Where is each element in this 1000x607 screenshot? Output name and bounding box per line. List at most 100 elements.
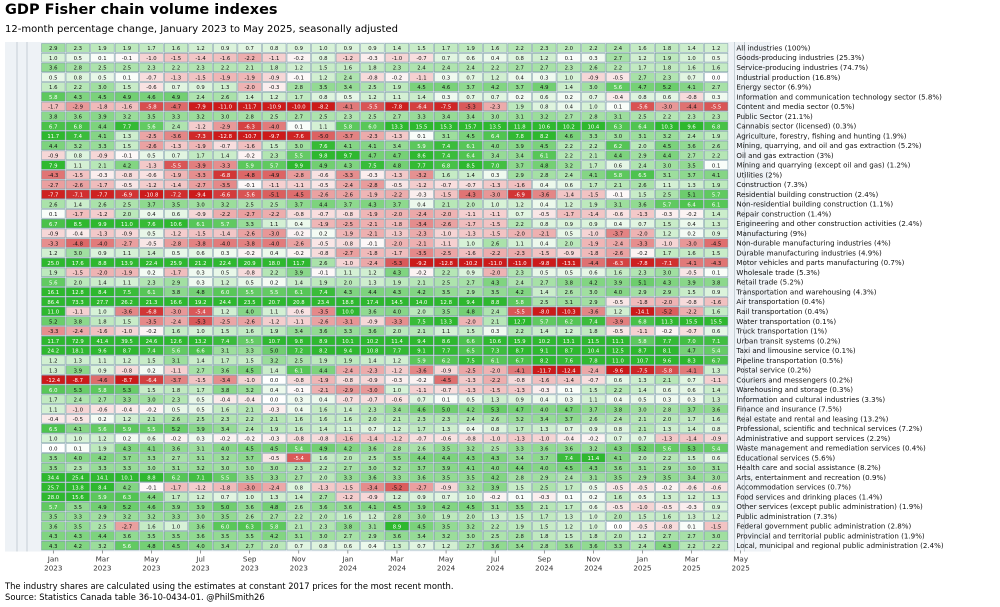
x-tick-year: 2023: [191, 564, 209, 573]
heatmap-cell: [90, 492, 115, 502]
cell-value-label: -12.4: [46, 378, 60, 384]
cell-value-label: 0.7: [466, 95, 474, 101]
cell-value-label: 2.2: [442, 271, 450, 277]
cell-value-label: 2.4: [196, 95, 205, 101]
cell-value-label: -4.1: [343, 105, 353, 111]
heatmap-cell: [483, 218, 508, 229]
heatmap-cell: [335, 453, 360, 463]
heatmap-cell: [630, 472, 655, 482]
heatmap-cell: [360, 404, 385, 414]
cell-value-label: -0.9: [269, 75, 279, 81]
x-tick-month: Nov: [292, 555, 307, 564]
heatmap-cell: [434, 170, 459, 180]
cell-value-label: -2.6: [245, 232, 256, 238]
cell-value-label: -4.4: [588, 261, 599, 267]
heatmap-cell: [335, 414, 360, 424]
heatmap-cell: [679, 365, 704, 375]
cell-value-label: 21.2: [195, 261, 207, 267]
heatmap-cell: [139, 267, 164, 277]
cell-value-label: 4.0: [540, 466, 549, 472]
cell-value-label: -0.5: [539, 212, 549, 218]
cell-value-label: 2.0: [393, 329, 402, 335]
cell-value-label: 1.5: [687, 456, 695, 462]
cell-value-label: 3.0: [712, 476, 721, 482]
heatmap-cell: [335, 82, 360, 92]
heatmap-cell: [483, 199, 508, 209]
cell-value-label: 2.6: [172, 417, 181, 423]
heatmap-cell: [65, 179, 90, 190]
heatmap-cell: [704, 453, 729, 463]
heatmap-cell: [188, 453, 213, 463]
cell-value-label: 7.4: [319, 290, 328, 296]
heatmap-cell: [65, 62, 90, 73]
heatmap-cell: [360, 316, 385, 326]
cell-value-label: -2.0: [441, 212, 452, 218]
heatmap-cell: [262, 492, 287, 502]
cell-value-label: 2.0: [466, 202, 475, 208]
heatmap-cell: [188, 297, 213, 307]
heatmap-cell: [409, 131, 434, 141]
heatmap-cell: [679, 287, 704, 297]
cell-value-label: -5.3: [465, 105, 475, 111]
heatmap-cell: [213, 482, 238, 492]
cell-value-label: 1.5: [516, 485, 524, 491]
heatmap-cell: [139, 384, 164, 395]
cell-value-label: -1.3: [637, 212, 647, 218]
cell-value-label: 4.4: [49, 144, 58, 150]
heatmap-cell: [90, 150, 115, 160]
x-tick-year: 2024: [486, 564, 505, 573]
heatmap-cell: [384, 297, 410, 307]
heatmap-cell: [237, 248, 262, 258]
cell-value-label: 0.6: [663, 388, 672, 394]
cell-value-label: 25.7: [47, 485, 59, 491]
cell-value-label: 8.1: [663, 349, 671, 355]
heatmap-cell: [213, 209, 238, 219]
heatmap-cell: [556, 404, 581, 414]
heatmap-cell: [704, 287, 729, 297]
heatmap-cell: [458, 72, 483, 82]
cell-value-label: -12.8: [218, 134, 232, 140]
heatmap-cell: [188, 345, 213, 356]
heatmap-cell: [65, 531, 90, 541]
heatmap-cell: [630, 140, 655, 151]
cell-value-label: 3.2: [663, 134, 671, 140]
cell-value-label: -2.0: [490, 271, 501, 277]
heatmap-cell: [286, 316, 311, 326]
row-label: Urban transit systems (0.2%): [736, 336, 840, 345]
heatmap-cell: [188, 257, 213, 268]
heatmap-cell: [188, 199, 213, 209]
cell-value-label: 2.2: [614, 388, 622, 394]
heatmap-cell: [335, 43, 360, 53]
cell-value-label: 1.1: [123, 280, 131, 286]
cell-value-label: 3.5: [49, 456, 57, 462]
heatmap-cell: [164, 160, 189, 170]
cell-value-label: -1.4: [686, 437, 697, 443]
heatmap-cell: [384, 209, 410, 219]
cell-value-label: 2.0: [319, 515, 328, 521]
heatmap-cell: [65, 306, 90, 317]
heatmap-cell: [704, 482, 729, 492]
cell-value-label: 0.3: [221, 251, 229, 257]
heatmap-cell: [434, 92, 459, 102]
heatmap-cell: [458, 443, 483, 453]
cell-value-label: -1.5: [588, 193, 598, 199]
cell-value-label: 3.0: [245, 466, 254, 472]
heatmap-cell: [458, 43, 483, 53]
heatmap-cell: [286, 189, 311, 199]
cell-value-label: -0.1: [245, 183, 255, 189]
cell-value-label: 3.5: [442, 310, 450, 316]
cell-value-label: 4.2: [123, 485, 131, 491]
cell-value-label: 1.5: [540, 524, 548, 530]
row-label: Information and communication technology…: [736, 92, 942, 101]
cell-value-label: 5.7: [270, 163, 278, 169]
cell-value-label: 5.6: [49, 280, 58, 286]
cell-value-label: -1.2: [269, 319, 279, 325]
heatmap-cell: [360, 277, 385, 287]
cell-value-label: 1.0: [466, 241, 475, 247]
cell-value-label: -4.8: [73, 241, 84, 247]
heatmap-cell: [360, 482, 385, 492]
cell-value-label: 2.1: [295, 524, 303, 530]
cell-value-label: 5.9: [123, 427, 131, 433]
heatmap-cell: [384, 82, 410, 92]
heatmap-cell: [139, 257, 164, 268]
